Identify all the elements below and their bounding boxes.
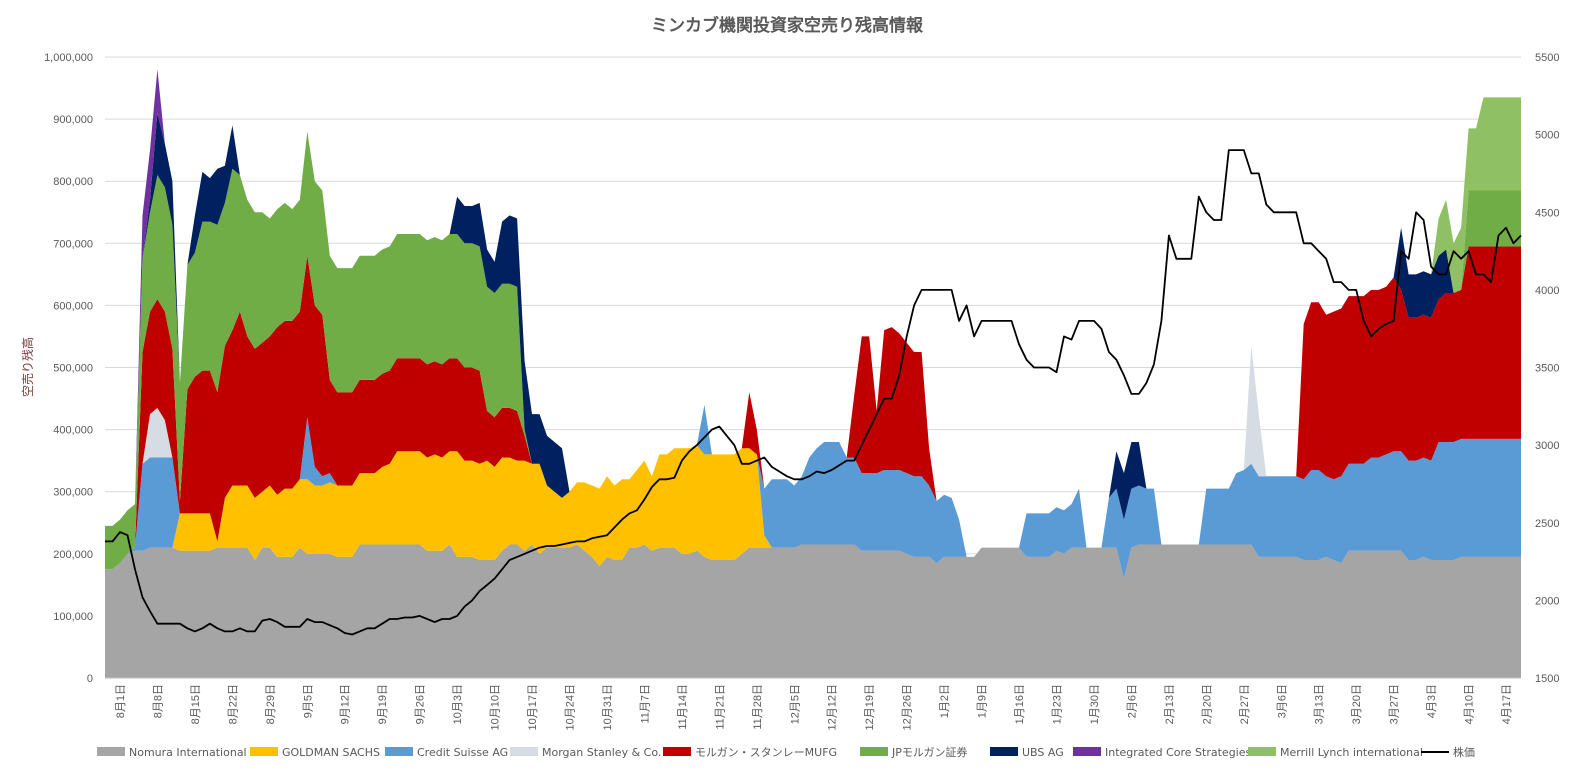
y-tick-label: 0 xyxy=(87,673,93,685)
area-series-ubs-ag xyxy=(105,112,1521,557)
x-tick-label: 3月27日 xyxy=(1389,684,1401,724)
y2-tick-label: 1500 xyxy=(1535,673,1559,685)
legend-swatch xyxy=(97,747,125,756)
legend-swatch xyxy=(385,747,413,756)
x-tick-label: 8月15日 xyxy=(190,684,202,724)
x-tick-label: 2月20日 xyxy=(1201,684,1213,724)
legend-swatch xyxy=(510,747,538,756)
x-tick-label: 2月6日 xyxy=(1126,684,1138,718)
y-tick-label: 300,000 xyxy=(53,487,93,499)
x-tick-label: 12月26日 xyxy=(902,684,914,730)
legend-swatch xyxy=(663,747,691,756)
x-tick-label: 10月10日 xyxy=(490,684,502,730)
x-tick-label: 12月19日 xyxy=(864,684,876,730)
y2-tick-label: 5000 xyxy=(1535,130,1559,142)
x-tick-label: 11月14日 xyxy=(677,684,689,730)
legend-swatch xyxy=(250,747,278,756)
legend-label: 株価 xyxy=(1453,745,1475,759)
x-tick-label: 9月26日 xyxy=(415,684,427,724)
legend-label: Morgan Stanley & Co. xyxy=(542,746,661,759)
legend-label: UBS AG xyxy=(1022,746,1064,759)
legend-label: Nomura International xyxy=(129,746,247,759)
x-tick-label: 10月3日 xyxy=(452,684,464,724)
axis-layer: 0 100,000 200,000 300,000 400,000 500,000 600,… xyxy=(44,52,1559,730)
legend-label: Merrill Lynch international xyxy=(1280,746,1423,759)
y2-tick-label: 4500 xyxy=(1535,207,1559,219)
x-tick-label: 11月28日 xyxy=(752,684,764,730)
x-tick-label: 2月13日 xyxy=(1164,684,1176,724)
x-tick-label: 2月27日 xyxy=(1239,684,1251,724)
x-tick-label: 10月17日 xyxy=(527,684,539,730)
x-tick-label: 3月13日 xyxy=(1314,684,1326,724)
x-tick-label: 1月9日 xyxy=(977,684,989,718)
legend-swatch xyxy=(1248,747,1276,756)
y2-tick-label: 2000 xyxy=(1535,595,1559,607)
y2-tick-label: 3000 xyxy=(1535,440,1559,452)
area-series-mufg xyxy=(105,246,1521,570)
legend-swatch xyxy=(1073,747,1101,756)
x-tick-label: 10月24日 xyxy=(565,684,577,730)
y-tick-label: 400,000 xyxy=(53,425,93,437)
price-line xyxy=(105,149,1522,636)
legend-label: モルガン・スタンレーMUFG xyxy=(695,746,837,759)
legend-swatch xyxy=(990,747,1018,756)
x-tick-label: 3月20日 xyxy=(1351,684,1363,724)
y-tick-label: 100,000 xyxy=(53,611,93,623)
area-series-goldman-sachs xyxy=(105,445,1521,579)
x-tick-label: 1月2日 xyxy=(939,684,951,718)
x-tick-label: 9月19日 xyxy=(377,684,389,724)
y-tick-label: 800,000 xyxy=(53,176,93,188)
x-tick-label: 1月30日 xyxy=(1089,684,1101,724)
x-tick-label: 12月5日 xyxy=(789,684,801,724)
x-tick-label: 9月12日 xyxy=(340,684,352,724)
x-tick-label: 1月23日 xyxy=(1051,684,1063,724)
x-tick-label: 8月22日 xyxy=(227,684,239,724)
chart-title: ミンカブ機関投資家空売り残高情報 xyxy=(651,15,924,36)
x-tick-label: 8月8日 xyxy=(152,684,164,718)
x-tick-label: 11月21日 xyxy=(714,684,726,730)
y-tick-label: 1,000,000 xyxy=(44,52,93,64)
y-tick-label: 600,000 xyxy=(53,300,93,312)
x-tick-label: 11月7日 xyxy=(639,684,651,724)
y-tick-label: 200,000 xyxy=(53,549,93,561)
y2-tick-label: 5500 xyxy=(1535,52,1559,64)
area-series-credit-suisse-ag xyxy=(105,404,1521,579)
y-tick-label: 700,000 xyxy=(53,238,93,250)
y2-tick-label: 3500 xyxy=(1535,363,1559,375)
area-layer xyxy=(105,69,1521,678)
x-tick-label: 1月16日 xyxy=(1014,684,1026,724)
legend-label: Credit Suisse AG xyxy=(417,746,508,759)
line-layer xyxy=(105,149,1522,636)
x-tick-label: 4月10日 xyxy=(1464,684,1476,724)
legend-layer: Nomura International GOLDMAN SACHS Credit … xyxy=(97,745,1475,759)
x-tick-label: 3月6日 xyxy=(1276,684,1288,718)
legend-label: JPモルガン証券 xyxy=(891,745,968,759)
y2-tick-label: 4000 xyxy=(1535,285,1559,297)
y-tick-label: 500,000 xyxy=(53,363,93,375)
legend-label: Integrated Core Strategies xyxy=(1105,746,1252,759)
x-tick-label: 8月29日 xyxy=(265,684,277,724)
x-tick-label: 4月3日 xyxy=(1426,684,1438,718)
y-tick-label: 900,000 xyxy=(53,114,93,126)
x-tick-label: 10月31日 xyxy=(602,684,614,730)
area-series-nomura-international xyxy=(105,544,1521,678)
x-tick-label: 12月12日 xyxy=(827,684,839,730)
y2-tick-label: 2500 xyxy=(1535,518,1559,530)
x-tick-label: 9月5日 xyxy=(302,684,314,718)
x-tick-label: 8月1日 xyxy=(115,684,127,718)
area-series-jp xyxy=(105,131,1521,570)
legend-swatch xyxy=(860,747,888,756)
y-axis-label: 空売り残高 xyxy=(20,337,35,397)
legend-label: GOLDMAN SACHS xyxy=(282,746,380,759)
x-tick-label: 4月17日 xyxy=(1501,684,1513,724)
